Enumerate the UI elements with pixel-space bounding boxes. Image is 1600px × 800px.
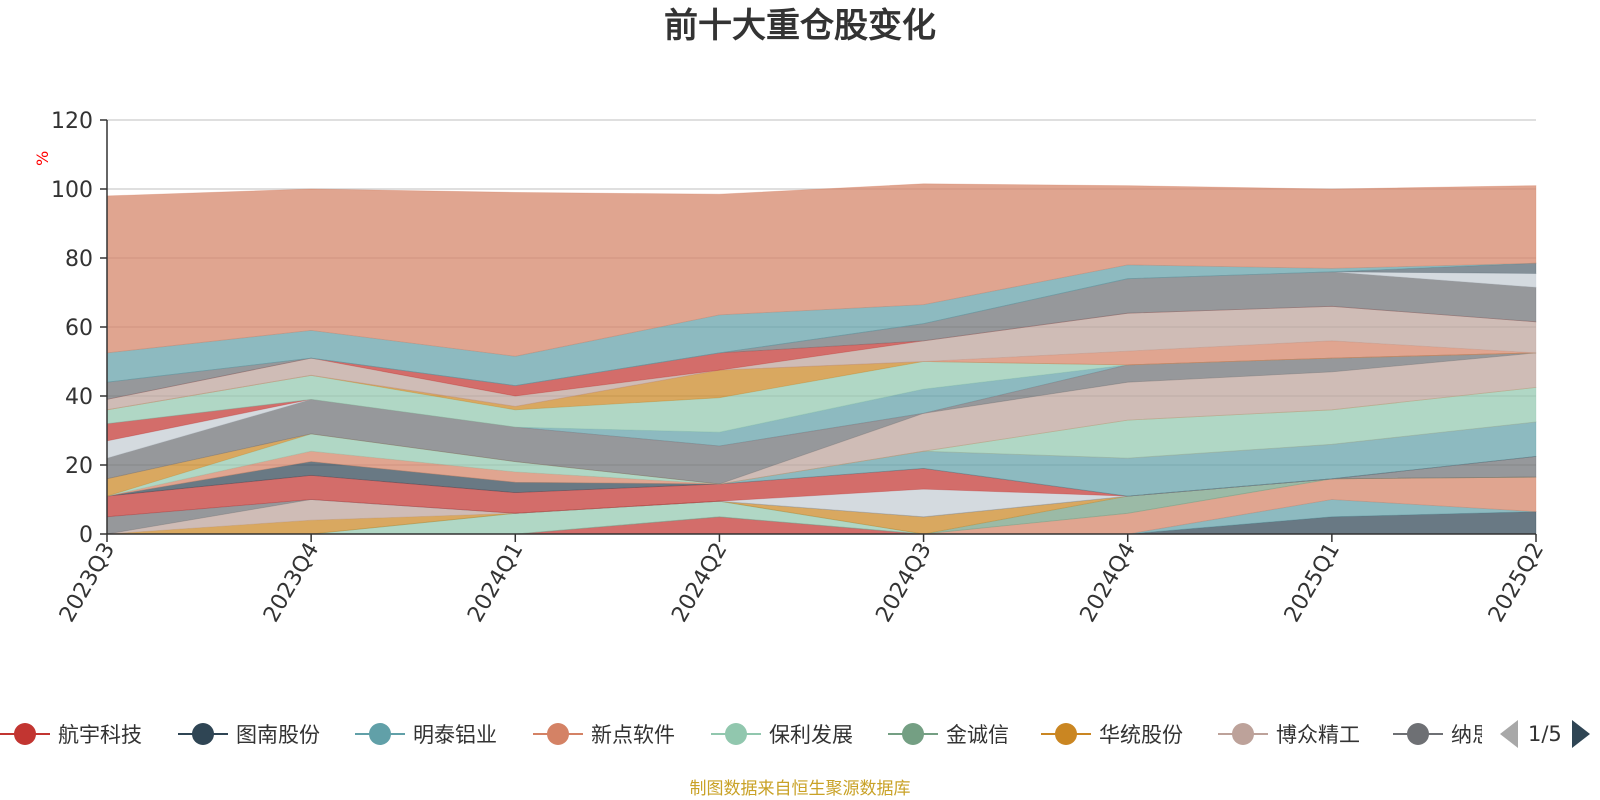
legend-item[interactable]: 保利发展 [711, 712, 853, 756]
legend-items: 航宇科技 图南股份 明泰铝业 新点软件 保利发展 金诚信 华统股份 博众精工 纳思达 [0, 712, 1482, 756]
x-tick-label: 2025Q2 [1484, 539, 1549, 627]
area-series-32[interactable] [106, 183, 1537, 357]
legend-label: 图南股份 [236, 723, 320, 747]
x-tick-label: 2024Q4 [1076, 539, 1141, 627]
y-tick-label: 80 [65, 247, 93, 272]
area-series-14[interactable] [106, 421, 1537, 497]
area-series-2[interactable] [107, 511, 1537, 535]
legend-item[interactable]: 纳思达 [1393, 712, 1482, 756]
legend-marker-icon [1393, 723, 1443, 745]
legend-label: 博众精工 [1276, 723, 1360, 747]
legend-item[interactable]: 华统股份 [1041, 712, 1183, 756]
y-tick-label: 100 [51, 178, 93, 203]
legend-item[interactable]: 明泰铝业 [355, 712, 497, 756]
legend-marker-icon [178, 723, 228, 745]
legend-marker-icon [355, 723, 405, 745]
y-tick-label: 120 [51, 109, 93, 134]
legend-item[interactable]: 金诚信 [888, 712, 1009, 756]
area-series [106, 183, 1537, 535]
legend-marker-icon [0, 723, 50, 745]
legend-marker-icon [1218, 723, 1268, 745]
x-tick-label: 2025Q1 [1280, 539, 1345, 627]
legend-label: 航宇科技 [58, 723, 142, 747]
legend-pager: 1/5 [1500, 712, 1590, 756]
source-note: 制图数据来自恒生聚源数据库 [689, 779, 911, 799]
legend-page-indicator: 1/5 [1528, 722, 1562, 746]
legend-item[interactable]: 博众精工 [1218, 712, 1360, 756]
chart-title: 前十大重仓股变化 [664, 6, 936, 46]
legend-label: 纳思达 [1451, 723, 1482, 747]
legend-label: 金诚信 [946, 723, 1009, 747]
y-tick-label: 40 [65, 385, 93, 410]
legend-item[interactable]: 航宇科技 [0, 712, 142, 756]
area-series-31[interactable] [106, 262, 1537, 387]
legend-prev-page-button[interactable] [1500, 720, 1518, 748]
legend-label: 明泰铝业 [413, 723, 497, 747]
legend-item[interactable]: 新点软件 [533, 712, 675, 756]
x-tick-label: 2024Q1 [463, 539, 528, 627]
legend-marker-icon [533, 723, 583, 745]
y-tick-label: 60 [65, 316, 93, 341]
y-axis-unit: % [33, 151, 52, 166]
chart-plot: 0 20 40 60 80 100 120 2023Q3 2023Q4 2024Q1 2024Q2 2… [33, 109, 1549, 627]
legend-label: 新点软件 [591, 723, 675, 747]
x-tick-label: 2024Q3 [871, 539, 936, 627]
legend-label: 华统股份 [1099, 723, 1183, 747]
y-tick-label: 20 [65, 454, 93, 479]
y-tick-label: 0 [79, 523, 93, 548]
area-series-4[interactable] [107, 476, 1537, 535]
legend-item[interactable]: 图南股份 [178, 712, 320, 756]
x-tick-label: 2024Q2 [667, 539, 732, 627]
legend-marker-icon [1041, 723, 1091, 745]
legend-marker-icon [888, 723, 938, 745]
x-tick-label: 2023Q4 [259, 539, 324, 627]
legend-marker-icon [711, 723, 761, 745]
legend: 航宇科技 图南股份 明泰铝业 新点软件 保利发展 金诚信 华统股份 博众精工 纳思达 1/5 [0, 712, 1600, 756]
x-tick-label: 2023Q3 [55, 539, 120, 627]
legend-next-page-button[interactable] [1571, 720, 1590, 748]
legend-label: 保利发展 [769, 723, 853, 747]
